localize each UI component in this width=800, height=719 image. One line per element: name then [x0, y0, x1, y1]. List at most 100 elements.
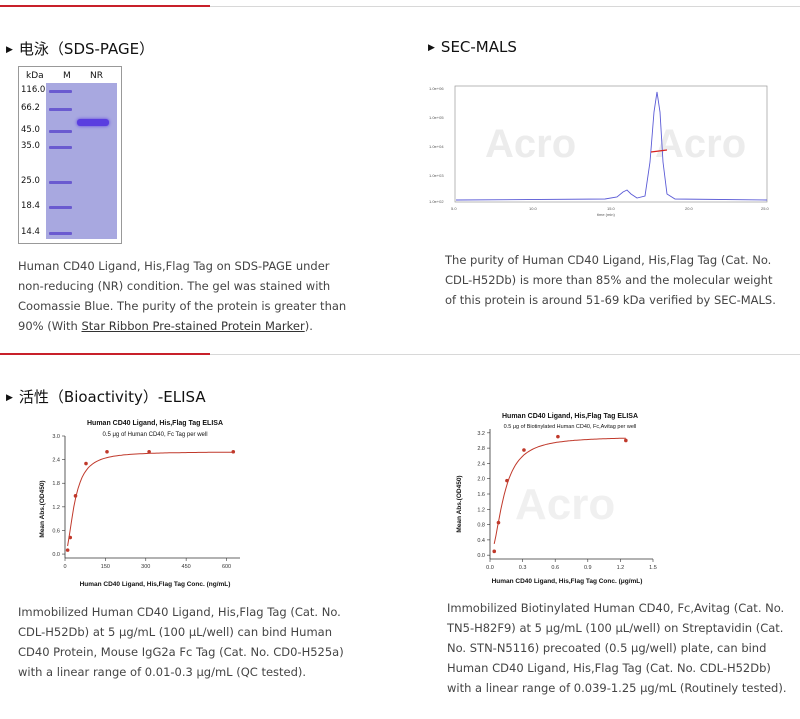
sds-gel-image: kDa M NR 116.0 66.2 45.0 35.0 25.0 18.4 …: [18, 66, 122, 244]
mals-y-tick: 1.0e+04: [429, 144, 444, 149]
mals-title: ▶ SEC-MALS: [428, 38, 517, 56]
mals-x-tick: 25.0: [761, 206, 770, 211]
chart2-marks: [492, 434, 628, 554]
mals-x-tick: 10.0: [529, 206, 538, 211]
chart2-x-tick-label: 0.0: [486, 565, 494, 571]
marker-label: 18.4: [21, 201, 40, 211]
chart1-y-tick-label: 3.0: [52, 434, 60, 440]
mals-mw-line: [650, 149, 668, 153]
mals-y-tick: 1.0e+02: [429, 199, 444, 204]
elisa-chart-2: Human CD40 Ligand, His,Flag Tag ELISA 0.…: [456, 413, 657, 585]
chart1-data-point: [147, 449, 151, 454]
chart2-ylabel: Mean Abs.(OD450): [456, 475, 463, 532]
chart1-marks: [65, 449, 236, 552]
ladder-band: [49, 130, 72, 133]
chart1-data-point: [84, 461, 88, 466]
mals-y-tick: 1.0e+05: [429, 115, 444, 120]
chart1-ylabel: Mean Abs.(OD450): [39, 480, 46, 537]
chart1-data-point: [65, 548, 70, 552]
gel-kda-label: kDa: [26, 71, 44, 81]
chart2-y-tick-label: 2.8: [477, 446, 485, 452]
chart2-x-tick-label: 0.9: [584, 565, 592, 571]
marker-label: 45.0: [21, 125, 40, 135]
marker-label: 35.0: [21, 141, 40, 151]
triangle-bullet-icon: ▶: [6, 45, 13, 55]
chart2-x-tick-label: 1.2: [617, 565, 625, 571]
sds-desc-text: Human CD40 Ligand, His,Flag Tag on SDS-P…: [18, 259, 347, 333]
mals-watermark: Acro: [485, 122, 576, 166]
chart2-y-tick-label: 0.8: [477, 523, 485, 529]
chart2-x-tick-label: 0.6: [551, 565, 559, 571]
chart2-data-point: [624, 438, 628, 443]
chart2-y-tick-label: 1.6: [477, 492, 485, 498]
chart2-data-point: [522, 448, 526, 452]
gel-body: [46, 83, 117, 239]
mals-plot-frame: [454, 85, 768, 203]
chart1-x-tick-label: 450: [182, 564, 191, 570]
chart2-xlabel: Human CD40 Ligand, His,Flag Tag Conc. (μ…: [492, 578, 643, 585]
chart1-x-tick-label: 0: [63, 564, 66, 570]
chart1-y-tick-label: 1.8: [52, 481, 60, 487]
mid-divider-accent: [0, 353, 210, 355]
chart2-y-tick-label: 0.0: [477, 553, 485, 559]
marker-label: 14.4: [21, 227, 40, 237]
chart2-x-tick-label: 0.3: [519, 565, 527, 571]
chart1-x-tick-label: 300: [141, 564, 150, 570]
chart1-x-tick-label: 600: [222, 564, 231, 570]
sds-title-text: 电泳（SDS-PAGE）: [18, 40, 155, 58]
chart2-subtitle: 0.5 μg of Biotinylated Human CD40, Fc,Av…: [504, 424, 637, 430]
ladder-band: [49, 90, 72, 93]
sds-title: ▶ 电泳（SDS-PAGE）: [6, 38, 154, 59]
chart2-axes: 0.0 0.4 0.8 1.2 1.6 2.0 2.4 2.8 3.2 0.0 0.3 0.6 0.9 1…: [477, 429, 657, 571]
chart2-data-point: [492, 549, 497, 554]
chart1-x-tick-label: 150: [101, 564, 110, 570]
chart1-xlabel: Human CD40 Ligand, His,Flag Tag Conc. (n…: [80, 581, 231, 588]
mals-y-tick: 1.0e+06: [429, 86, 444, 91]
marker-label: 116.0: [21, 85, 46, 95]
elisa2-description: Immobilized Biotinylated Human CD40, Fc,…: [447, 601, 787, 695]
mals-description: The purity of Human CD40 Ligand, His,Fla…: [445, 253, 776, 307]
top-divider-accent: [0, 5, 210, 7]
triangle-bullet-icon: ▶: [6, 393, 13, 403]
mals-x-tick: 15.0: [607, 206, 616, 211]
chart2-y-tick-label: 0.4: [477, 538, 485, 544]
chart2-y-tick-label: 2.0: [477, 477, 485, 483]
mals-title-text: SEC-MALS: [440, 38, 517, 56]
ladder-band: [49, 108, 72, 111]
sample-band: [77, 119, 109, 126]
mals-x-tick: 5.0: [451, 206, 457, 211]
chart1-data-point: [73, 494, 78, 498]
chart1-y-tick-label: 0.6: [52, 528, 60, 534]
chart1-y-tick-label: 2.4: [52, 458, 60, 464]
chart2-data-point: [505, 478, 509, 483]
mals-x-label: time (min): [597, 212, 615, 217]
gel-lane-m: M: [63, 71, 71, 81]
mals-x-tick: 20.0: [685, 206, 694, 211]
chart2-data-point: [496, 520, 501, 525]
elisa1-description: Immobilized Human CD40 Ligand, His,Flag …: [18, 605, 344, 679]
ladder-band: [49, 232, 72, 235]
bio-title-text: 活性（Bioactivity）-ELISA: [18, 388, 206, 406]
chart1-y-tick-label: 1.2: [52, 505, 60, 511]
mid-divider: [0, 353, 800, 355]
marker-label: 66.2: [21, 103, 40, 113]
chart2-data-point: [556, 434, 560, 439]
chart1-fit-curve: [67, 451, 234, 547]
ladder-band: [49, 146, 72, 149]
chart1-subtitle: 0.5 μg of Human CD40, Fc Tag per well: [102, 432, 207, 438]
mals-trace: [455, 91, 768, 201]
chart1-data-point: [68, 535, 73, 540]
mals-y-tick: 1.0e+03: [429, 173, 444, 178]
chart1-data-point: [105, 449, 109, 454]
chart2-y-tick-label: 2.4: [477, 461, 485, 467]
chart1-axes: 0.0 0.6 1.2 1.8 2.4 3.0 0 150 300 450 600: [52, 434, 240, 570]
mals-watermark: Acro: [655, 122, 746, 166]
chart2-title: Human CD40 Ligand, His,Flag Tag ELISA: [502, 413, 638, 420]
chart1-title: Human CD40 Ligand, His,Flag Tag ELISA: [87, 420, 223, 427]
ladder-band: [49, 181, 72, 184]
marker-link[interactable]: Star Ribbon Pre-stained Protein Marker: [81, 319, 305, 333]
marker-label: 25.0: [21, 176, 40, 186]
ladder-band: [49, 206, 72, 209]
chart1-data-point: [231, 449, 236, 454]
chart2-x-tick-label: 1.5: [649, 565, 657, 571]
